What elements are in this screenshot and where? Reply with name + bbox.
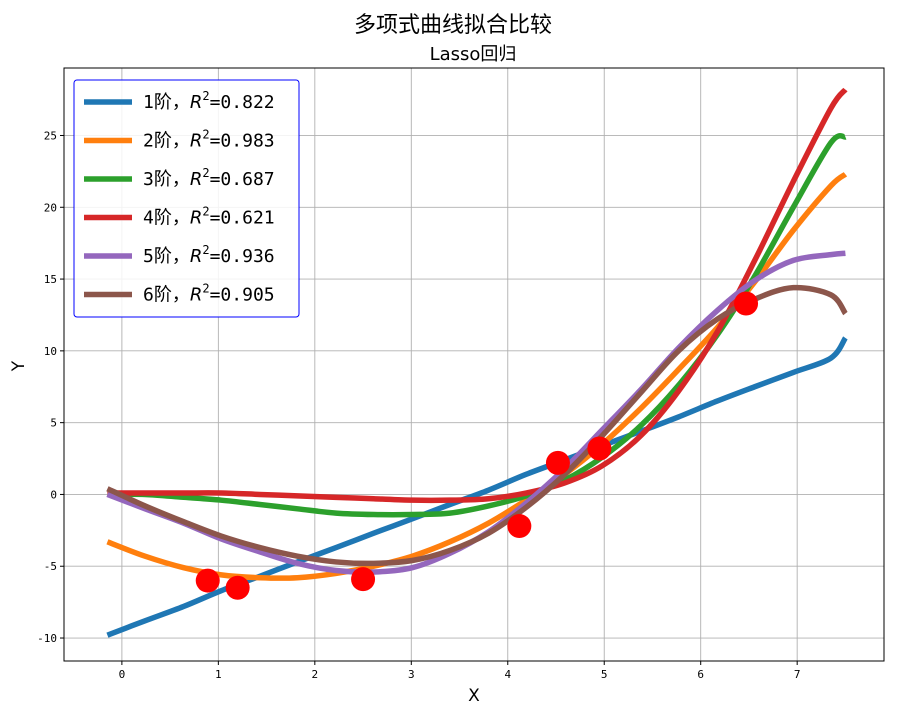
x-tick-label: 7 — [794, 668, 801, 681]
y-tick-label: 5 — [50, 417, 57, 430]
x-tick-label: 0 — [119, 668, 126, 681]
data-points — [195, 291, 759, 600]
chart-subtitle: Lasso回归 — [430, 44, 517, 65]
legend-label: 5阶，R2=0.936 — [143, 243, 275, 267]
y-tick-label: 20 — [44, 201, 57, 214]
x-tick-label: 5 — [601, 668, 608, 681]
y-tick-label: -5 — [44, 560, 57, 573]
y-tick-label: 25 — [44, 129, 57, 142]
legend-box — [73, 79, 300, 318]
plot-frame — [63, 67, 885, 662]
axis-ticks: 0 1 2 3 4 5 6 7 -10 -5 0 5 10 15 20 25 — [37, 129, 800, 681]
y-axis-label: Y — [9, 360, 29, 372]
x-tick-label: 3 — [408, 668, 415, 681]
y-tick-label: 15 — [44, 273, 57, 286]
data-point — [195, 568, 220, 593]
x-tick-label: 1 — [215, 668, 222, 681]
data-point — [587, 436, 612, 461]
legend-label: 6阶，R2=0.905 — [143, 282, 275, 306]
series-line-4阶 — [107, 87, 848, 504]
data-point — [225, 575, 250, 600]
data-point — [734, 291, 759, 316]
legend-label: 3阶，R2=0.687 — [143, 166, 275, 190]
legend: 1阶，R2=0.822 2阶，R2=0.983 3阶，R2=0.687 4阶，R2=0… — [73, 79, 300, 318]
x-tick-label: 2 — [312, 668, 319, 681]
legend-label: 4阶，R2=0.621 — [143, 205, 275, 229]
y-tick-label: 0 — [50, 488, 57, 501]
data-point — [507, 514, 532, 539]
y-tick-label: 10 — [44, 345, 57, 358]
x-axis-label: X — [468, 686, 480, 706]
data-point — [351, 567, 376, 592]
legend-label: 1阶，R2=0.822 — [143, 89, 275, 113]
legend-label: 2阶，R2=0.983 — [143, 128, 275, 152]
x-tick-label: 4 — [504, 668, 511, 681]
x-tick-label: 6 — [697, 668, 704, 681]
data-point — [545, 450, 570, 475]
y-tick-label: -10 — [37, 632, 57, 645]
chart-title: 多项式曲线拟合比较 — [354, 13, 552, 38]
